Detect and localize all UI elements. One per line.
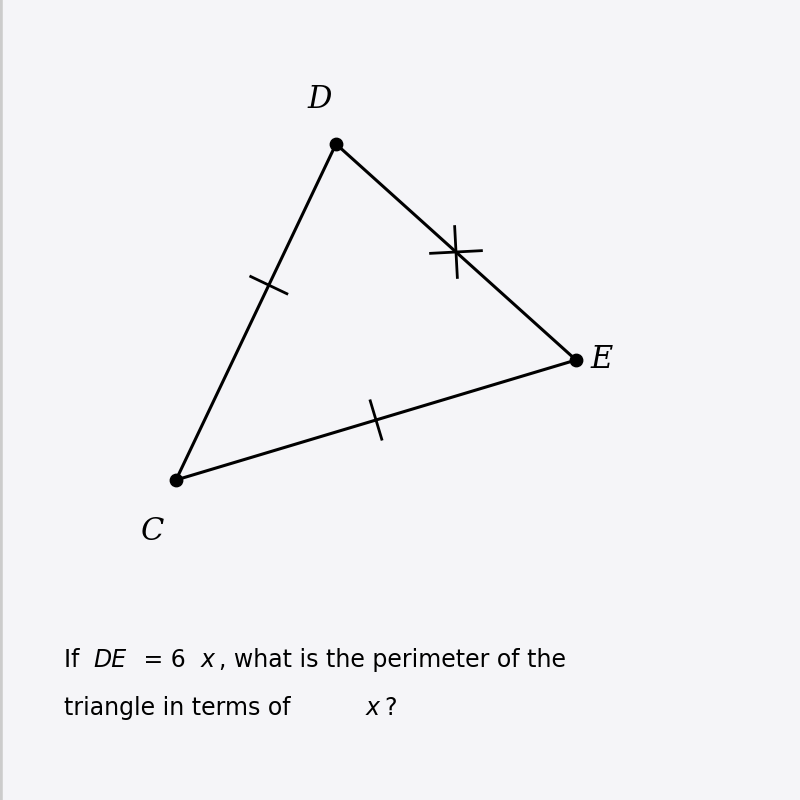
Text: If: If [64,648,87,672]
Text: x: x [201,648,214,672]
Point [570,354,582,366]
Text: DE: DE [94,648,127,672]
Text: triangle in terms of: triangle in terms of [64,696,298,720]
Text: = 6: = 6 [137,648,186,672]
Text: , what is the perimeter of the: , what is the perimeter of the [218,648,566,672]
Point [330,138,342,150]
Text: E: E [590,345,613,375]
Point [170,474,182,486]
Text: C: C [140,517,164,547]
Text: ?: ? [384,696,397,720]
Text: x: x [366,696,380,720]
Text: D: D [308,85,332,115]
